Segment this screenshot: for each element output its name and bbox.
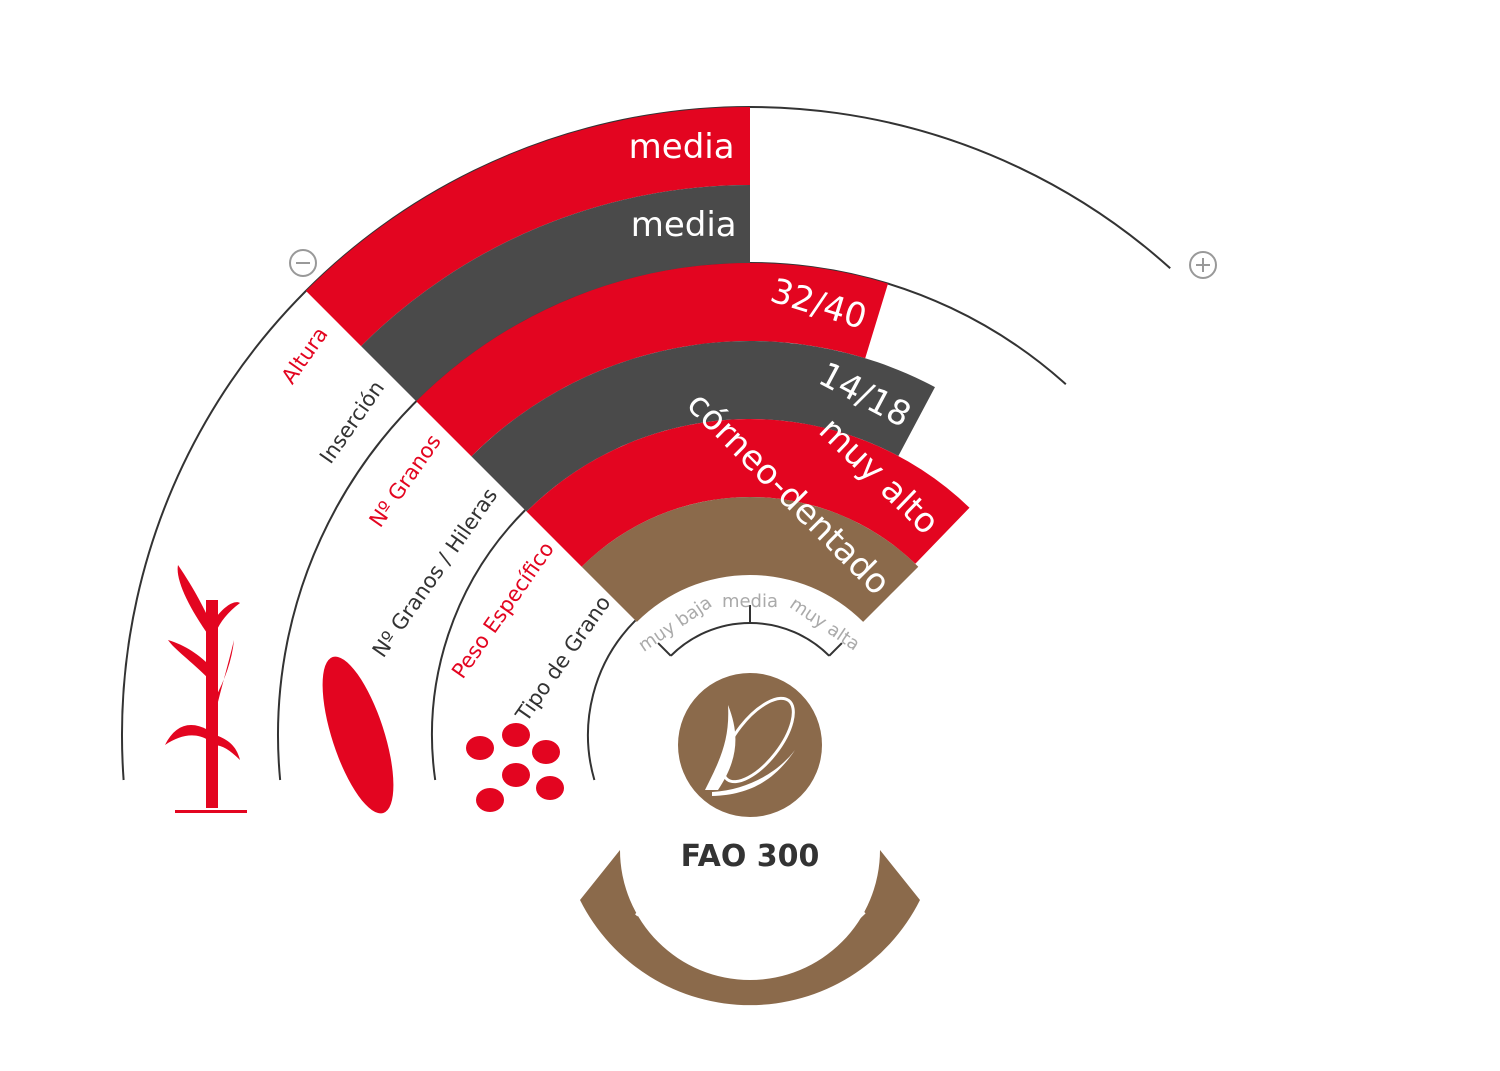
minus-marker [289,249,317,277]
bar-label: Inserción [315,376,389,468]
guide-arc [431,509,526,781]
scale-label: media [722,591,778,612]
scale-arc [670,622,830,657]
scale-tick [657,642,672,657]
fao-label: FAO 300 [681,839,820,874]
bar [581,496,919,622]
bar [416,263,888,457]
plant-icon [165,565,247,813]
hybrid-band [580,850,920,1006]
bar-label: Peso Específico [447,537,559,682]
bar-value: media [631,205,737,245]
guide-arc [587,619,637,781]
cob-icon [322,656,394,814]
bar-label: Altura [277,323,333,389]
bar-value: media [629,127,735,167]
bar [361,185,750,402]
scale: muy baja media muy alta [635,591,863,657]
scale-tick [828,642,843,657]
kernels-icon [466,723,564,812]
corn-badge [678,673,822,817]
bar [526,419,970,567]
bar [471,341,935,512]
bar [305,107,750,347]
bar-label: Tipo de Grano [511,591,616,727]
plus-marker [1189,251,1217,279]
